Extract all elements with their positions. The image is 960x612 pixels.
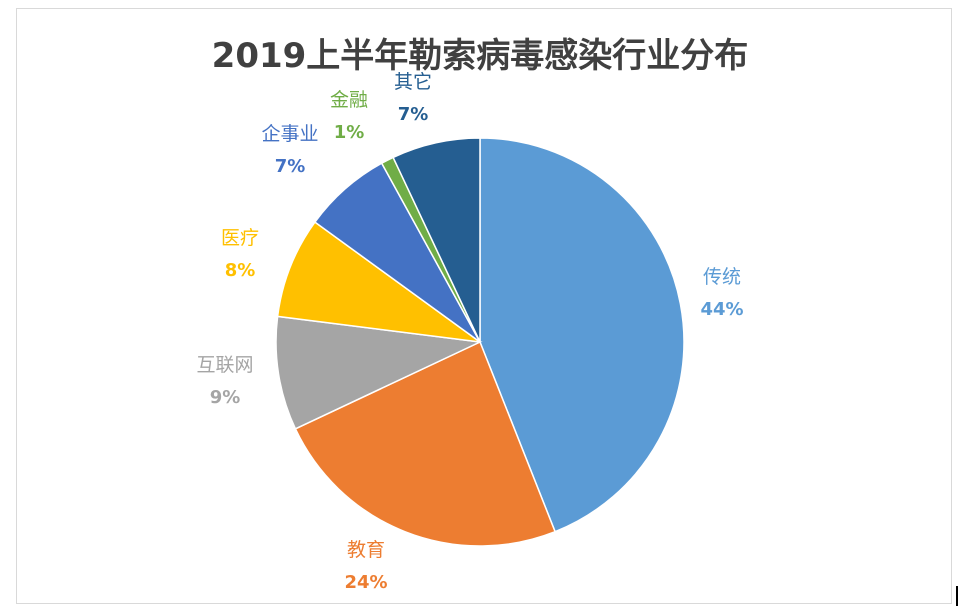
slice-label-2: 互联网 (196, 354, 253, 376)
slice-label-5: 金融 (330, 89, 368, 111)
pie-slice-0 (479, 137, 685, 533)
slice-value-label-1: 24% (344, 572, 387, 593)
slice-value-label-3: 8% (225, 260, 256, 281)
pie-slice-2 (275, 315, 483, 430)
corner-mark (956, 586, 958, 606)
slice-value-label-0: 44% (700, 299, 743, 320)
slice-value-label-6: 7% (398, 104, 429, 125)
slice-value-label-4: 7% (275, 156, 306, 177)
slice-value-label-5: 1% (334, 122, 365, 143)
slice-label-4: 企事业 (261, 123, 318, 145)
pie-slice-1 (294, 340, 557, 547)
chart-title: 2019上半年勒索病毒感染行业分布 (211, 36, 749, 76)
slice-label-3: 医疗 (221, 227, 259, 249)
pie-slice-3 (276, 221, 481, 343)
slice-value-label-2: 9% (210, 387, 241, 408)
slice-label-6: 其它 (394, 71, 432, 93)
slice-label-0: 传统 (703, 266, 741, 288)
slice-label-1: 教育 (347, 539, 385, 561)
pie-slice-6 (392, 137, 481, 343)
